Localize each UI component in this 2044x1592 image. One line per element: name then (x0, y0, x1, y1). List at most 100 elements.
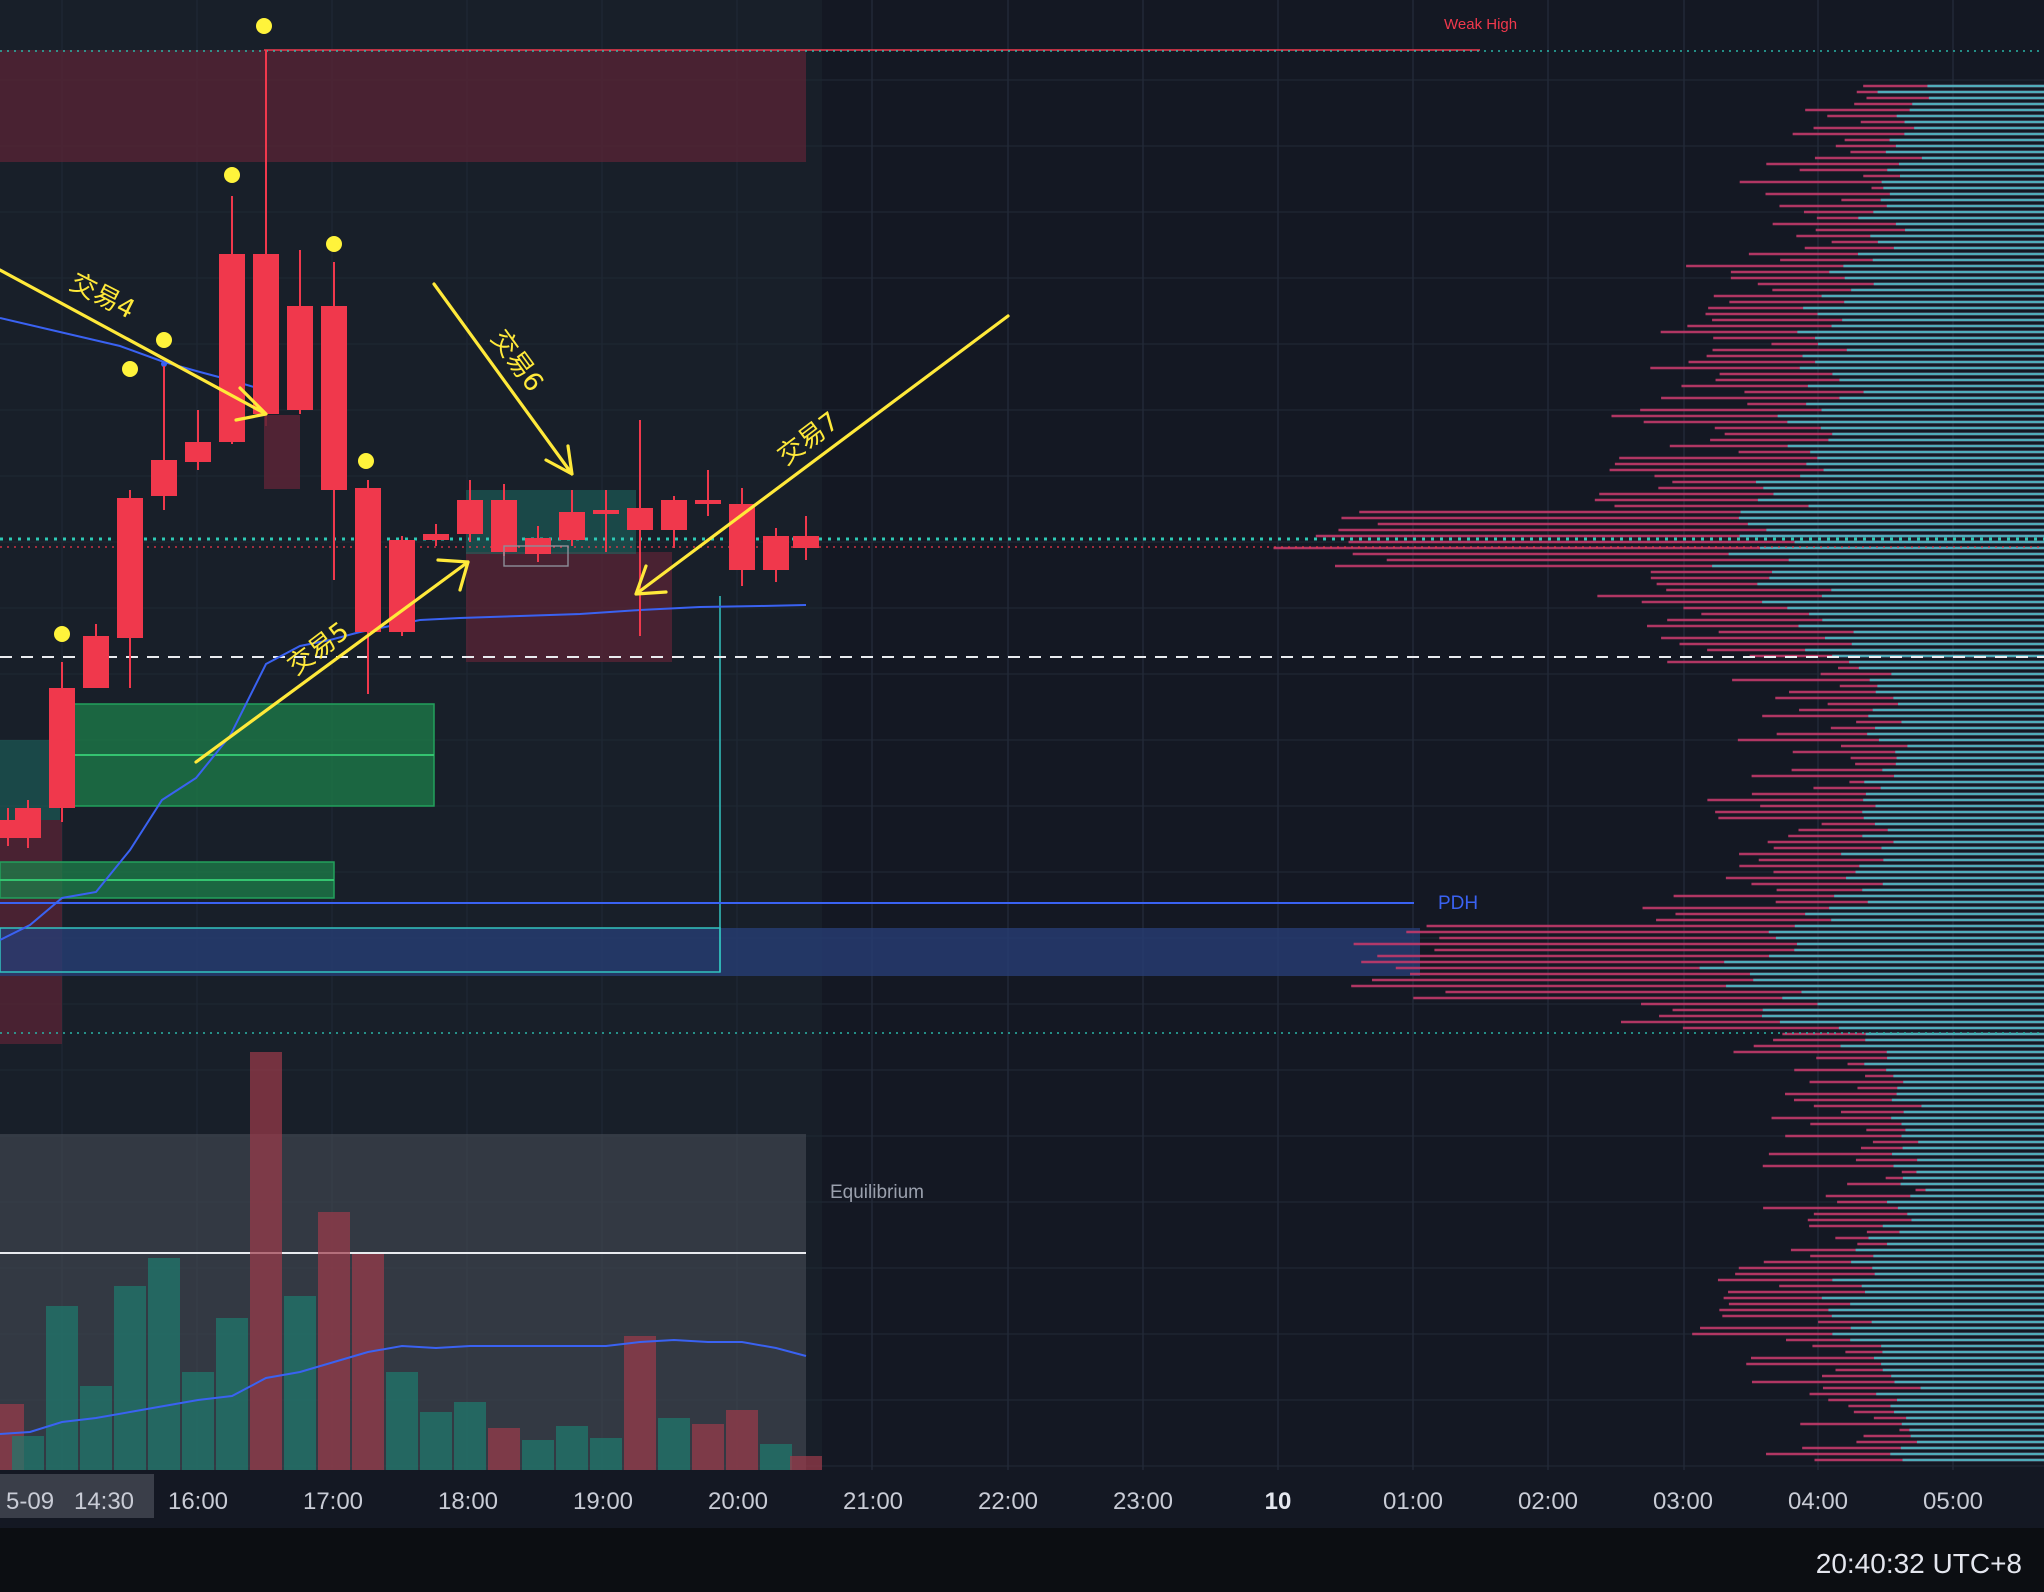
x-tick-label: 5-09 (6, 1488, 54, 1515)
volume-bar (12, 1436, 44, 1470)
weak-high-label: Weak High (1444, 16, 1517, 33)
x-tick-label: 04:00 (1788, 1488, 1848, 1515)
candle (321, 262, 347, 580)
candle-body (627, 508, 653, 530)
candle-body (763, 536, 789, 570)
trade4-arrow (0, 268, 268, 422)
candle (253, 50, 279, 426)
candle-body (593, 510, 619, 514)
candle (423, 524, 449, 546)
candle (627, 420, 653, 636)
equilibrium-label: Equilibrium (830, 1182, 924, 1203)
candle (185, 410, 211, 470)
x-tick-label: 01:00 (1383, 1488, 1443, 1515)
x-tick-label: 16:00 (168, 1488, 228, 1515)
volume-bar (522, 1440, 554, 1470)
trade6-arrow (432, 282, 574, 476)
candle (83, 624, 109, 688)
candles (0, 50, 819, 848)
time-axis-highlight (0, 1474, 154, 1518)
pivot-dot (256, 18, 272, 34)
volume-bar (284, 1296, 316, 1470)
candle (491, 484, 517, 556)
x-tick-label: 23:00 (1113, 1488, 1173, 1515)
candle-body (661, 500, 687, 530)
candle-body (695, 500, 721, 504)
volume-bar (216, 1318, 248, 1470)
status-bar (0, 1528, 2044, 1592)
volume-bar (556, 1426, 588, 1470)
x-tick-label: 10 (1265, 1488, 1292, 1515)
volume-average-line (0, 1338, 807, 1435)
volume-bar (590, 1438, 622, 1470)
x-tick-label: 21:00 (843, 1488, 903, 1515)
candle (389, 536, 415, 636)
candle (15, 800, 41, 848)
candle (219, 196, 245, 444)
x-tick-label: 03:00 (1653, 1488, 1713, 1515)
candle-body (151, 460, 177, 496)
pivot-dot (224, 167, 240, 183)
candle-body (321, 306, 347, 490)
pivot-dot (122, 361, 138, 377)
candle-body (15, 808, 41, 838)
pivot-dot (54, 626, 70, 642)
x-tick-label: 20:00 (708, 1488, 768, 1515)
ghost-box-1 (264, 415, 300, 489)
candle (661, 496, 687, 548)
volume-bar (352, 1254, 384, 1470)
volume-bars (0, 1052, 822, 1470)
volume-bar (148, 1258, 180, 1470)
volume-bar (250, 1052, 282, 1470)
x-tick-label: 19:00 (573, 1488, 633, 1515)
candle (151, 366, 177, 510)
time-axis-background (0, 1470, 2044, 1528)
volume-profile (1273, 84, 2044, 1462)
volume-bar (46, 1306, 78, 1470)
candle (593, 490, 619, 552)
volume-bar (386, 1372, 418, 1470)
volume-bar (420, 1412, 452, 1470)
candle (559, 490, 585, 546)
candle (793, 516, 819, 560)
candle (49, 662, 75, 822)
candle-body (117, 498, 143, 638)
candle (287, 250, 313, 414)
candle (695, 470, 721, 516)
candle-body (793, 536, 819, 548)
volume-bar (318, 1212, 350, 1470)
pivot-dot (156, 332, 172, 348)
time-axis: 5-09 14:30 16:00 17:00 18:00 19:00 20:00 21:00 2… (0, 1470, 2044, 1528)
candle-body (185, 442, 211, 462)
volume-bar (488, 1428, 520, 1470)
trade5-arrow (194, 558, 470, 764)
volume-bar (624, 1336, 656, 1470)
x-tick-label: 22:00 (978, 1488, 1038, 1515)
candle-body (559, 512, 585, 540)
pdh-zone (0, 928, 1420, 976)
candle-body (83, 636, 109, 688)
ghost-box-2 (503, 545, 569, 567)
volume-bar (454, 1402, 486, 1470)
candlestick-chart[interactable]: 交易4 交易5 交易6 交易7 Weak High PDH Equilibriu… (0, 0, 2044, 1528)
tick-labels: 5-09 14:30 16:00 17:00 18:00 19:00 20:00 21:00 2… (6, 1488, 1983, 1515)
pivot-dots (54, 18, 374, 642)
candle (355, 480, 381, 694)
volume-bar (182, 1372, 214, 1470)
volume-bar (692, 1424, 724, 1470)
volume-bar (726, 1410, 758, 1470)
candle-body (287, 306, 313, 410)
candle (457, 480, 483, 542)
upper-supply-zone (0, 50, 806, 162)
volume-bar (790, 1456, 822, 1470)
order-block-red (466, 552, 672, 662)
candle (763, 528, 789, 582)
x-tick-label: 02:00 (1518, 1488, 1578, 1515)
volume-bar (760, 1444, 792, 1470)
trade-arrows (0, 268, 1010, 764)
clock: 20:40:32 UTC+8 (1815, 1548, 2022, 1579)
vwap-line-lower (0, 604, 807, 941)
pivot-dot (326, 236, 342, 252)
x-tick-label: 14:30 (74, 1488, 134, 1515)
